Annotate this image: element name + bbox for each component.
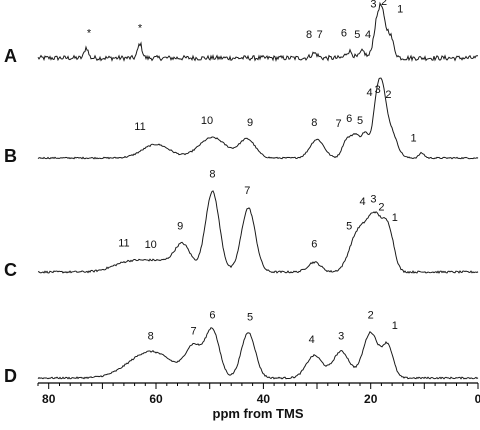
peak-label-b-9: 2 <box>385 89 391 101</box>
peak-label-d-1: 7 <box>191 326 197 338</box>
peak-label-b-6: 5 <box>357 115 363 127</box>
peak-label-b-0: 11 <box>134 121 145 133</box>
peak-label-a-5: 5 <box>354 29 360 41</box>
spectrum-trace-a <box>37 1 478 62</box>
peak-label-a-4: 6 <box>341 27 347 39</box>
peak-label-a-2: 8 <box>306 29 312 41</box>
peak-label-b-10: 1 <box>411 132 417 144</box>
peak-label-d-7: 1 <box>392 320 398 332</box>
trace-label-d: D <box>4 366 17 386</box>
peak-label-d-0: 8 <box>148 331 154 343</box>
peak-label-d-2: 6 <box>209 310 215 322</box>
peak-label-c-6: 5 <box>346 220 352 232</box>
x-tick-label: 0 <box>475 392 480 406</box>
spectrum-trace-d <box>37 327 479 380</box>
trace-label-b: B <box>4 146 17 166</box>
peak-label-b-8: 3 <box>375 84 381 96</box>
peak-label-a-6: 4 <box>365 29 371 41</box>
peak-label-c-5: 6 <box>311 238 317 250</box>
peak-label-c-8: 3 <box>370 193 376 205</box>
peak-label-c-10: 1 <box>392 212 398 224</box>
peak-label-b-5: 6 <box>346 113 352 125</box>
peak-label-c-3: 8 <box>209 169 215 181</box>
peak-label-b-7: 4 <box>367 87 373 99</box>
trace-label-a: A <box>4 46 17 66</box>
x-tick-label: 20 <box>364 392 378 406</box>
spectrum-trace-b <box>37 77 479 160</box>
peak-label-c-4: 7 <box>244 185 250 197</box>
peak-label-c-2: 9 <box>177 220 183 232</box>
peak-label-c-9: 2 <box>378 202 384 214</box>
peak-label-c-7: 4 <box>360 196 366 208</box>
x-axis-ticks: 80 60 40 20 0 <box>37 383 480 406</box>
peak-label-a-9: 1 <box>397 3 403 15</box>
trace-label-c: C <box>4 260 17 280</box>
peak-label-b-3: 8 <box>311 117 317 129</box>
peak-label-d-3: 5 <box>247 312 253 324</box>
peak-label-d-5: 3 <box>338 331 344 343</box>
peak-label-c-1: 10 <box>145 239 157 251</box>
spectrum-trace-c <box>37 190 479 274</box>
peak-label-b-4: 7 <box>335 118 341 130</box>
x-tick-label: 60 <box>149 392 163 406</box>
peak-label-c-0: 11 <box>118 238 129 250</box>
peak-label-a-1: * <box>138 23 143 35</box>
x-tick-label: 40 <box>257 392 271 406</box>
peak-label-b-2: 9 <box>247 117 253 129</box>
x-tick-label: 80 <box>42 392 56 406</box>
peak-label-d-4: 4 <box>309 334 315 346</box>
x-axis: 80 60 40 20 0 ppm from TMS <box>37 382 480 421</box>
x-axis-title: ppm from TMS <box>213 406 304 421</box>
peak-label-a-8: 2 <box>381 0 387 8</box>
peak-label-b-1: 10 <box>201 115 213 127</box>
peak-label-a-0: * <box>87 27 92 39</box>
peak-label-a-7: 3 <box>370 0 376 11</box>
peak-label-a-3: 7 <box>317 29 323 41</box>
peak-label-d-6: 2 <box>368 310 374 322</box>
